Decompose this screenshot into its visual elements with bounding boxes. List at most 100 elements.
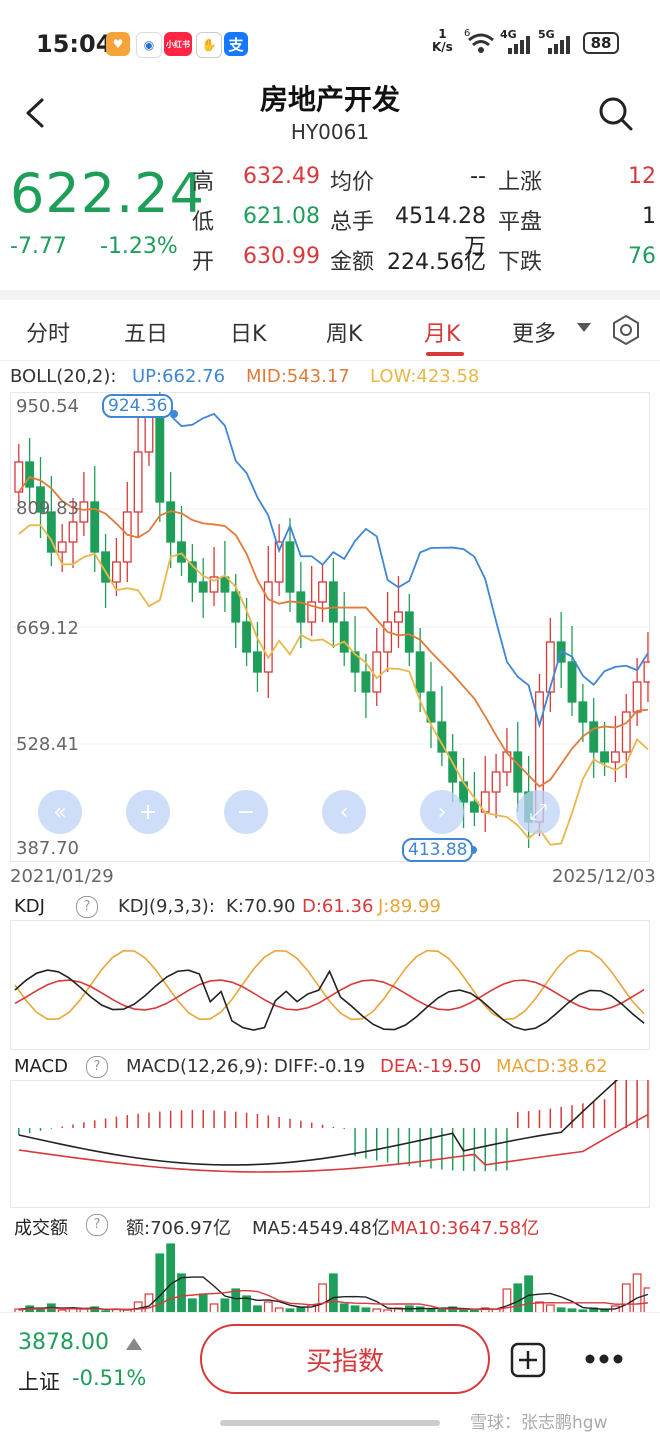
- volume-bar: [253, 1305, 262, 1314]
- flat-count: 1: [642, 204, 656, 229]
- candle-body: [36, 486, 45, 513]
- signal-5g-icon: [548, 36, 570, 54]
- candle-body: [643, 661, 650, 683]
- candle-body: [242, 621, 252, 653]
- candle-body: [79, 501, 89, 523]
- hand-app-icon: ✋: [196, 32, 222, 58]
- volume-bar: [372, 1308, 382, 1314]
- tab-weekly-k[interactable]: 周K: [326, 322, 363, 347]
- candle-body: [177, 541, 186, 563]
- boll-up: UP:662.76: [132, 366, 226, 387]
- volume-bar: [318, 1283, 327, 1314]
- max-value-tag: 924.36: [102, 394, 174, 418]
- current-price: 622.24: [10, 162, 205, 225]
- signal-4g-label: 4G: [500, 28, 517, 41]
- zoom-out-button[interactable]: −: [224, 790, 268, 834]
- index-name[interactable]: 上证: [18, 1370, 60, 1394]
- volume-bar: [177, 1273, 186, 1314]
- y-label-5: 387.70: [16, 838, 79, 859]
- scroll-left-fast-button[interactable]: «: [38, 790, 82, 834]
- volume-amount: 额:706.97亿: [126, 1218, 232, 1239]
- settings-hex-icon[interactable]: [610, 314, 642, 346]
- min-value-tag: 413.88: [402, 838, 474, 862]
- kdj-chart[interactable]: [10, 920, 650, 1050]
- y-label-2: 809.83: [16, 498, 79, 519]
- kdj-help-icon[interactable]: ?: [76, 896, 98, 918]
- boll-low-line: [18, 524, 649, 846]
- candle-body: [25, 461, 35, 488]
- tab-intraday[interactable]: 分时: [26, 322, 71, 347]
- low-value: 621.08: [243, 204, 320, 229]
- volume-bar: [415, 1306, 425, 1314]
- candle-body: [589, 721, 599, 753]
- signal-5g-label: 5G: [538, 28, 555, 41]
- candle-body: [231, 591, 241, 623]
- volume-bar: [220, 1298, 230, 1314]
- candle-body: [252, 651, 262, 673]
- boll-up-line: [170, 412, 649, 729]
- volume-bar: [643, 1287, 650, 1314]
- volume-value: 4514.28万: [395, 204, 486, 260]
- volume-bar: [567, 1308, 577, 1314]
- volume-chart[interactable]: [10, 1238, 650, 1314]
- home-indicator: [220, 1420, 440, 1426]
- index-price[interactable]: 3878.00: [18, 1330, 109, 1355]
- scroll-left-button[interactable]: ‹: [322, 790, 366, 834]
- macd-chart[interactable]: [10, 1080, 650, 1208]
- candle-body: [513, 751, 523, 793]
- kline-chart[interactable]: [10, 392, 650, 862]
- volume-bar: [231, 1288, 241, 1314]
- net-speed: 1 K/s: [432, 27, 453, 54]
- volume-bar: [448, 1306, 458, 1314]
- volume-help-icon[interactable]: ?: [86, 1214, 108, 1236]
- volume-bar: [209, 1303, 219, 1314]
- tab-five-day[interactable]: 五日: [124, 322, 169, 347]
- candle-body: [57, 541, 67, 553]
- fullscreen-button[interactable]: ⤢: [516, 790, 560, 834]
- alipay-icon: 支: [224, 32, 248, 56]
- tab-more[interactable]: 更多: [512, 322, 557, 347]
- candle-body: [285, 541, 295, 593]
- volume-ma10: MA10:3647.58亿: [390, 1218, 540, 1239]
- section-separator: [0, 290, 660, 300]
- flat-label: 平盘: [498, 210, 543, 235]
- active-tab-indicator: [426, 352, 464, 356]
- kdj-k: K:70.90: [226, 896, 296, 917]
- open-label: 开: [192, 250, 215, 275]
- zoom-in-button[interactable]: +: [126, 790, 170, 834]
- boll-low: LOW:423.58: [370, 366, 480, 387]
- xiaohongshu-icon: 小红书: [164, 32, 192, 56]
- candle-body: [111, 561, 121, 583]
- candle-body: [621, 711, 631, 753]
- buy-index-button[interactable]: 买指数: [200, 1324, 490, 1394]
- macd-help-icon[interactable]: ?: [86, 1056, 108, 1078]
- volume-bar: [621, 1283, 631, 1314]
- price-change-pct: -1.23%: [100, 234, 178, 259]
- tab-daily-k[interactable]: 日K: [230, 322, 267, 347]
- volume-label: 总手: [330, 210, 375, 235]
- heart-app-icon: ♥: [106, 32, 130, 56]
- page-title: 房地产开发: [259, 83, 400, 116]
- volume-bar: [155, 1253, 165, 1314]
- falling-count: 76: [628, 244, 656, 269]
- back-arrow-icon[interactable]: [22, 96, 52, 130]
- macd-title: MACD: [14, 1056, 68, 1077]
- end-date: 2025/12/03: [552, 866, 656, 887]
- avg-label: 均价: [330, 170, 375, 195]
- candle-body: [578, 701, 588, 723]
- volume-ma5: MA5:4549.48亿: [252, 1218, 390, 1239]
- more-dots-icon[interactable]: [584, 1352, 624, 1366]
- candle-body: [372, 651, 382, 693]
- volume-bar: [632, 1273, 642, 1314]
- search-icon[interactable]: [596, 94, 636, 134]
- kdj-d: D:61.36: [302, 896, 374, 917]
- battery-icon: 88: [583, 32, 619, 54]
- tab-monthly-k[interactable]: 月K: [424, 322, 461, 347]
- candle-body: [600, 751, 610, 763]
- rising-label: 上涨: [498, 170, 543, 195]
- add-watchlist-icon[interactable]: [510, 1342, 546, 1378]
- candle-body: [198, 581, 208, 593]
- candle-body: [448, 751, 458, 783]
- scroll-right-button[interactable]: ›: [420, 790, 464, 834]
- chevron-down-icon[interactable]: [576, 322, 592, 334]
